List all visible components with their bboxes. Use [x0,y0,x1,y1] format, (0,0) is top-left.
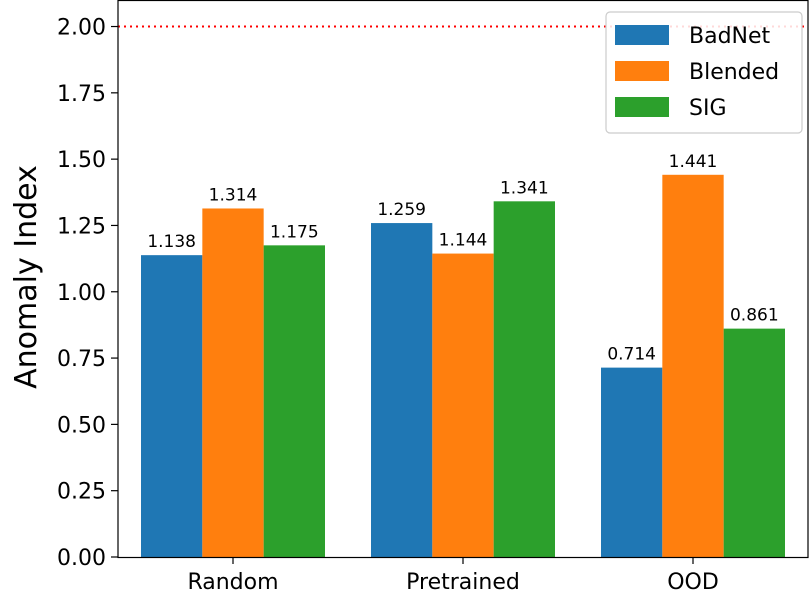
plot-area: 1.138 1.259 0.714 1.314 1.144 1.441 1.175 1.341… [57,0,809,595]
y-tick-label: 1.00 [57,281,106,306]
legend-label-blended: Blended [689,60,779,85]
bar-sig-ood [723,328,785,557]
bar-blended-ood [662,174,724,557]
bar-badnet-ood [601,367,663,557]
y-tick-label: 1.50 [57,148,106,173]
legend-label-badnet: BadNet [689,24,771,49]
bar-sig-random [263,245,325,557]
bar-value-label: 1.144 [439,231,488,251]
y-tick-label: 0.00 [57,546,106,571]
bar-value-label: 1.138 [147,232,196,252]
bar-value-label: 1.175 [270,222,319,242]
bar-value-label: 0.714 [607,345,656,365]
bar-badnet-pretrained [371,223,433,557]
legend-swatch-sig [615,97,669,117]
bar-value-label: 1.259 [377,200,426,220]
y-tick-label: 2.00 [57,16,106,41]
legend-label-sig: SIG [689,96,727,121]
x-tick-label: Pretrained [406,570,520,595]
bar-badnet-random [141,255,203,557]
y-tick-label: 1.25 [57,214,106,239]
bar-value-label: 0.861 [730,306,779,326]
y-tick-label: 1.75 [57,82,106,107]
y-tick-label: 0.50 [57,413,106,438]
y-tick-label: 0.75 [57,347,106,372]
bar-blended-random [202,208,264,557]
bar-blended-pretrained [432,253,494,557]
x-tick-label: Random [187,570,278,595]
legend-swatch-badnet [615,25,669,45]
bar-value-label: 1.314 [209,185,258,205]
x-tick-label: OOD [667,570,719,595]
y-tick-label: 0.25 [57,480,106,505]
y-axis-title: Anomaly Index [9,165,44,389]
legend-swatch-blended [615,61,669,81]
bar-value-label: 1.441 [669,152,718,172]
bar-value-label: 1.341 [500,178,549,198]
bar-sig-pretrained [493,201,555,557]
